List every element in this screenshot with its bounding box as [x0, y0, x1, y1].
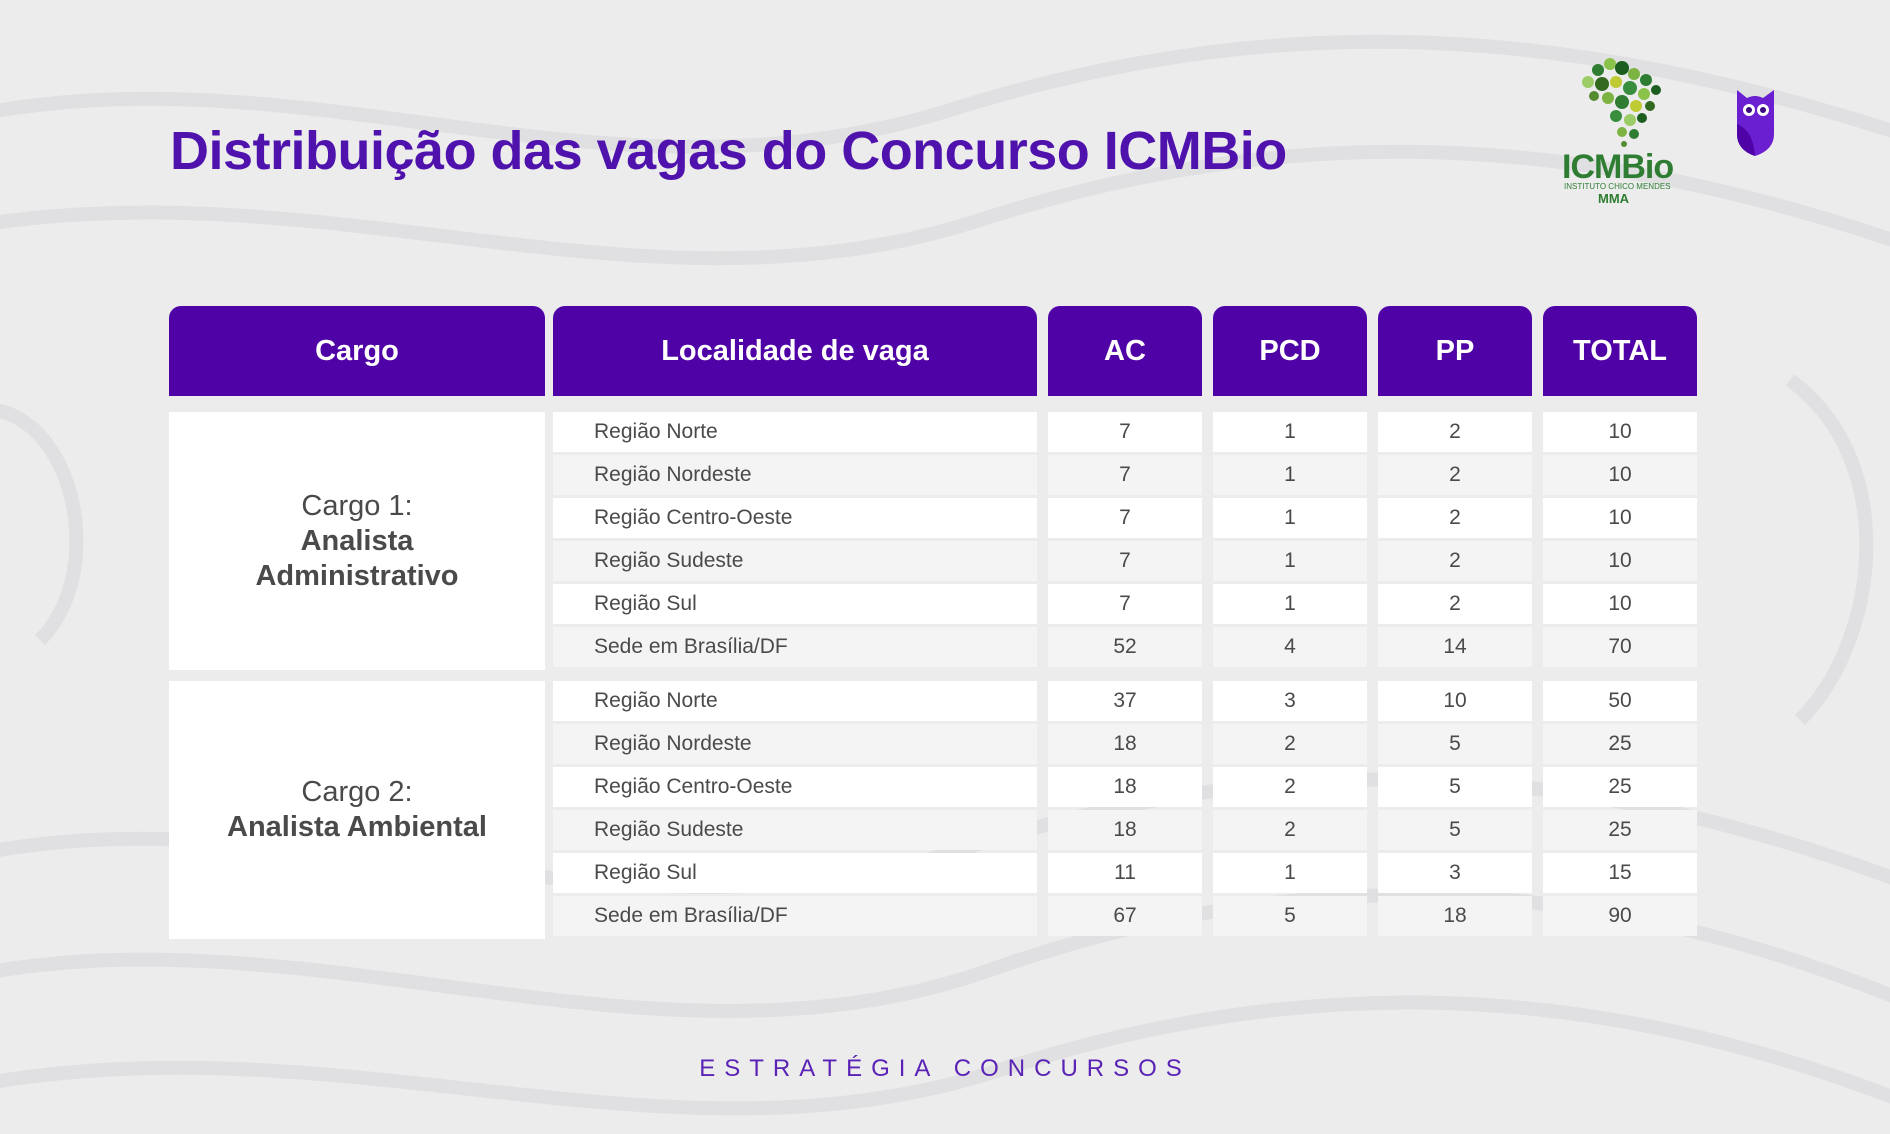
cell-total: 10	[1543, 412, 1697, 452]
cell-total: 90	[1543, 896, 1697, 936]
footer-brand: ESTRATÉGIA CONCURSOS	[699, 1055, 1191, 1082]
cell-pcd: 3	[1213, 681, 1367, 721]
cell-total: 10	[1543, 541, 1697, 581]
header-cargo: Cargo	[169, 306, 545, 396]
cell-pcd: 1	[1213, 498, 1367, 538]
cell-total: 25	[1543, 767, 1697, 807]
cell-pcd: 1	[1213, 412, 1367, 452]
header-pcd: PCD	[1213, 306, 1367, 396]
cell-localidade: Região Norte	[553, 681, 1037, 721]
cell-localidade: Sede em Brasília/DF	[553, 896, 1037, 936]
cell-pp: 10	[1378, 681, 1532, 721]
cell-ac: 7	[1048, 412, 1202, 452]
cell-ac: 7	[1048, 584, 1202, 624]
cell-localidade: Região Centro-Oeste	[553, 767, 1037, 807]
icmbio-logo: ICMBio INSTITUTO CHICO MENDES MMA	[1558, 52, 1698, 206]
cargo-label: Cargo 2:	[301, 776, 413, 808]
cell-localidade: Região Sul	[553, 584, 1037, 624]
cell-pcd: 1	[1213, 541, 1367, 581]
cell-ac: 37	[1048, 681, 1202, 721]
cell-pcd: 1	[1213, 455, 1367, 495]
cell-localidade: Sede em Brasília/DF	[553, 627, 1037, 667]
cell-total: 70	[1543, 627, 1697, 667]
cell-pp: 2	[1378, 455, 1532, 495]
icmbio-logo-subtext: INSTITUTO CHICO MENDES	[1564, 182, 1671, 191]
cargo-name: Analista Administrativo	[255, 524, 459, 592]
cell-total: 50	[1543, 681, 1697, 721]
cell-pp: 3	[1378, 853, 1532, 893]
cargo-cell-2: Cargo 2: Analista Ambiental	[169, 681, 545, 939]
header-pp: PP	[1378, 306, 1532, 396]
cell-total: 10	[1543, 498, 1697, 538]
cell-localidade: Região Sul	[553, 853, 1037, 893]
cell-total: 25	[1543, 724, 1697, 764]
cell-pp: 2	[1378, 584, 1532, 624]
cell-total: 10	[1543, 584, 1697, 624]
cell-ac: 7	[1048, 498, 1202, 538]
cell-localidade: Região Norte	[553, 412, 1037, 452]
cell-ac: 52	[1048, 627, 1202, 667]
cell-ac: 18	[1048, 810, 1202, 850]
cell-pcd: 2	[1213, 810, 1367, 850]
cell-ac: 7	[1048, 541, 1202, 581]
cell-pcd: 1	[1213, 584, 1367, 624]
cell-pcd: 5	[1213, 896, 1367, 936]
icmbio-logo-text: ICMBio	[1562, 148, 1674, 186]
cell-ac: 7	[1048, 455, 1202, 495]
header-total: TOTAL	[1543, 306, 1697, 396]
cell-localidade: Região Centro-Oeste	[553, 498, 1037, 538]
brazil-map-leaves-icon	[1582, 58, 1661, 147]
cell-pp: 5	[1378, 724, 1532, 764]
cell-pp: 2	[1378, 541, 1532, 581]
cell-pcd: 2	[1213, 724, 1367, 764]
cell-pcd: 4	[1213, 627, 1367, 667]
cell-localidade: Região Nordeste	[553, 455, 1037, 495]
cell-pp: 14	[1378, 627, 1532, 667]
cell-localidade: Região Sudeste	[553, 810, 1037, 850]
cell-ac: 67	[1048, 896, 1202, 936]
cargo-label: Cargo 1:	[301, 489, 413, 522]
cell-pp: 5	[1378, 767, 1532, 807]
owl-icon	[1737, 90, 1774, 156]
cell-pcd: 2	[1213, 767, 1367, 807]
icmbio-logo-agency: MMA	[1598, 191, 1630, 206]
cell-localidade: Região Nordeste	[553, 724, 1037, 764]
cargo-name: Analista Ambiental	[227, 811, 487, 843]
cell-total: 10	[1543, 455, 1697, 495]
cell-ac: 11	[1048, 853, 1202, 893]
cell-pcd: 1	[1213, 853, 1367, 893]
cell-pp: 5	[1378, 810, 1532, 850]
header-localidade: Localidade de vaga	[553, 306, 1037, 396]
header-ac: AC	[1048, 306, 1202, 396]
cell-pp: 2	[1378, 498, 1532, 538]
page-title: Distribuição das vagas do Concurso ICMBi…	[170, 121, 1287, 181]
cell-total: 25	[1543, 810, 1697, 850]
cell-localidade: Região Sudeste	[553, 541, 1037, 581]
cell-pp: 18	[1378, 896, 1532, 936]
cell-ac: 18	[1048, 767, 1202, 807]
cell-total: 15	[1543, 853, 1697, 893]
cell-ac: 18	[1048, 724, 1202, 764]
cell-pp: 2	[1378, 412, 1532, 452]
cargo-cell-1: Cargo 1: Analista Administrativo	[169, 412, 545, 670]
